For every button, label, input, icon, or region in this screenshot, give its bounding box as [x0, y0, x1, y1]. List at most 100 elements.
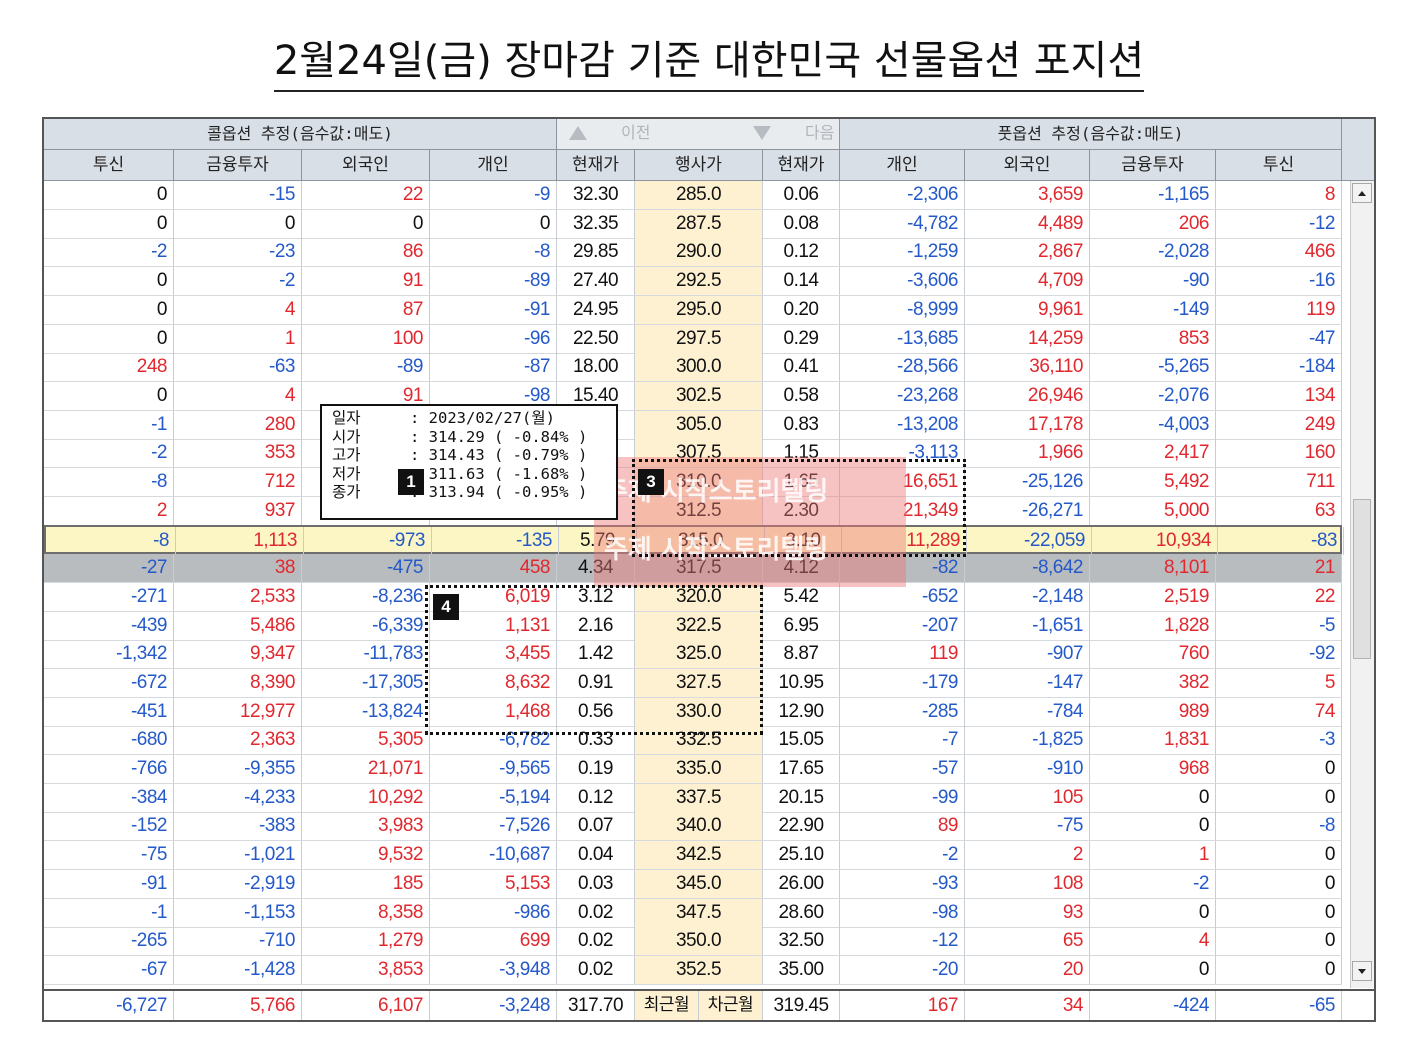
cell-c_fin: 2,533	[174, 582, 302, 611]
header-corner	[1342, 119, 1374, 181]
total-near_label[interactable]: 최근월	[635, 991, 699, 1020]
cell-p_tusin: 21	[1216, 554, 1342, 583]
col-header-call[interactable]: 현재가	[557, 150, 635, 181]
table-row[interactable]: -67 -1,428 3,853 -3,948 0.02 352.5 35.00 -20 20 0…	[44, 955, 1342, 985]
cell-c_fin: -383	[174, 812, 302, 841]
table-row[interactable]: -2 353 307.5 1.15 -3,113 1,966 2,417 160	[44, 439, 1342, 469]
cell-p_for: 9,961	[965, 295, 1090, 324]
cell-call: 18.00	[557, 353, 635, 382]
table-row[interactable]: -91 -2,919 185 5,153 0.03 345.0 26.00 -93 108 -2 0	[44, 869, 1342, 899]
cell-p_fin: 382	[1090, 668, 1216, 697]
table-row[interactable]: -672 8,390 -17,305 8,632 0.91 327.5 10.95 -179-…	[44, 668, 1342, 698]
cell-call: 0.91	[557, 668, 635, 697]
cell-p_fin: 8,101	[1090, 554, 1216, 583]
table-row[interactable]: -2 -23 86 -8 29.85 290.0 0.12 -1,259 2,867 -2,028…	[44, 238, 1342, 268]
table-row[interactable]: 2 937 312.5 2.30 21,349 -26,271 5,000 63	[44, 496, 1342, 526]
table-row[interactable]: -439 5,486 -6,339 1,131 2.16 322.5 6.95 -207 -1,…	[44, 611, 1342, 641]
cell-p_fin: 853	[1090, 324, 1216, 353]
table-row[interactable]: 248 -63 -89 -87 18.00 300.0 0.41 -28,566 36,110-…	[44, 353, 1342, 383]
info-label: 고가	[332, 446, 361, 464]
col-header-c_for[interactable]: 외국인	[302, 150, 430, 181]
cell-c_for: 91	[302, 381, 430, 410]
cell-strike: 347.5	[635, 898, 763, 927]
table-row[interactable]: 0 -2 91 -89 27.40 292.5 0.14 -3,606 4,709 -90 -16	[44, 267, 1342, 297]
table-row[interactable]: -8 1,113 -973 -135 5.79 315.0 3.10 11,289 -22,05…	[44, 525, 1344, 556]
table-row[interactable]: -766 -9,355 21,071 -9,565 0.19 335.0 17.65 -57-…	[44, 755, 1342, 784]
scroll-up-button[interactable]	[1352, 183, 1372, 203]
cell-p_fin: 968	[1090, 755, 1216, 783]
next-button[interactable]: 다음	[753, 119, 834, 147]
cell-c_fin: -4,233	[174, 783, 302, 812]
col-header-c_ind[interactable]: 개인	[430, 150, 557, 181]
cell-p_for: 105	[965, 783, 1090, 812]
cell-p_for: -22,059	[967, 527, 1092, 556]
table-row[interactable]: -75 -1,021 9,532 -10,687 0.04 342.5 25.10 -2 2 1 0	[44, 841, 1342, 871]
table-row[interactable]: 0 4 91 -98 15.40 302.5 0.58 -23,268 26,946 -2,076…	[44, 381, 1342, 411]
total-c_ind: -3,248	[430, 991, 557, 1020]
cell-put: 0.12	[763, 238, 840, 267]
table-row[interactable]: 0 4 87 -91 24.95 295.0 0.20 -8,999 9,961 -149 119	[44, 295, 1342, 325]
cell-put: 0.06	[763, 181, 840, 209]
cell-c_for: 87	[302, 295, 430, 324]
scroll-down-button[interactable]	[1352, 961, 1372, 981]
annotation-box-4	[425, 585, 763, 735]
table-row[interactable]: -1,342 9,347 -11,783 3,455 1.42 325.0 8.87 119-…	[44, 640, 1342, 670]
cell-strike: 297.5	[635, 324, 763, 353]
cell-c_fin: 5,486	[174, 611, 302, 640]
table-row[interactable]: -451 12,977 -13,824 1,468 0.56 330.0 12.90 -285…	[44, 697, 1342, 727]
cell-p_ind: -23,268	[840, 381, 965, 410]
cell-c_for: -8,236	[302, 582, 430, 611]
table-row[interactable]: -271 2,533 -8,236 6,019 3.12 320.0 5.42 -652 -2,…	[44, 582, 1342, 612]
cell-c_ind: -9	[430, 181, 557, 209]
col-header-p_fin[interactable]: 금융투자	[1090, 150, 1216, 181]
info-label: 일자	[332, 409, 361, 427]
cell-p_for: 93	[965, 898, 1090, 927]
totals-row: -6,727 5,766 6,107 -3,248 317.70 최근월 차근월 319.45…	[44, 989, 1374, 1020]
badge-3: 3	[638, 469, 664, 495]
cell-p_ind: -7	[840, 726, 965, 755]
table-row[interactable]: 0 -15 22 -9 32.30 285.0 0.06 -2,306 3,659 -1,165 8	[44, 181, 1342, 210]
cell-call: 22.50	[557, 324, 635, 353]
cell-p_tusin: 711	[1216, 468, 1342, 496]
col-header-p_tusin[interactable]: 투신	[1216, 150, 1342, 181]
cell-c_ind: -96	[430, 324, 557, 353]
table-row[interactable]: -1 -1,153 8,358 -986 0.02 347.5 28.60 -98 93 0 0	[44, 898, 1342, 928]
cell-c_fin: 280	[174, 410, 302, 439]
cell-c_fin: 0	[174, 209, 302, 238]
cell-p_ind: -28,566	[840, 353, 965, 382]
table-row[interactable]: -152 -383 3,983 -7,526 0.07 340.0 22.90 89 -75 0-…	[44, 812, 1342, 842]
col-header-c_fin[interactable]: 금융투자	[174, 150, 302, 181]
cell-c_for: 0	[302, 209, 430, 238]
total-next_label[interactable]: 차근월	[699, 991, 763, 1020]
cell-strike: 287.5	[635, 209, 763, 238]
info-line: 시가: 314.29 ( -0.84% )	[332, 428, 616, 447]
prev-button[interactable]: 이전	[569, 119, 650, 147]
col-header-strike[interactable]: 행사가	[635, 150, 763, 181]
table-row[interactable]: -27 38 -475 458 4.34 317.5 4.12 -82 -8,642 8,101 2…	[44, 554, 1342, 584]
cell-put: 25.10	[763, 841, 840, 870]
cell-p_ind: -99	[840, 783, 965, 812]
cell-c_for: -89	[302, 353, 430, 382]
cell-p_fin: 4	[1090, 927, 1216, 956]
cell-c_tusin: 0	[44, 295, 174, 324]
table-row[interactable]: -680 2,363 5,305 -6,782 0.33 332.5 15.05 -7 -1,8…	[44, 726, 1342, 756]
col-header-put[interactable]: 현재가	[763, 150, 840, 181]
cell-c_ind: 5,153	[430, 869, 557, 898]
col-header-p_ind[interactable]: 개인	[840, 150, 965, 181]
scroll-thumb[interactable]	[1353, 499, 1371, 659]
table-row[interactable]: 0 0 0 0 32.35 287.5 0.08 -4,782 4,489 206 -12	[44, 209, 1342, 239]
table-row[interactable]: -265 -710 1,279 699 0.02 350.0 32.50 -12 65 4 0	[44, 927, 1342, 957]
cell-p_tusin: 8	[1216, 181, 1342, 209]
table-row[interactable]: -1 280 305.0 0.83 -13,208 17,178 -4,003 249	[44, 410, 1342, 440]
cell-c_fin: -23	[174, 238, 302, 267]
col-header-c_tusin[interactable]: 투신	[44, 150, 174, 181]
col-header-p_for[interactable]: 외국인	[965, 150, 1090, 181]
cell-c_ind: 1,131	[430, 611, 557, 640]
cell-c_for: 1,279	[302, 927, 430, 956]
vertical-scrollbar[interactable]	[1350, 181, 1374, 988]
cell-c_ind: -986	[430, 898, 557, 927]
table-row[interactable]: 0 1 100 -96 22.50 297.5 0.29 -13,685 14,259 853 -4…	[44, 324, 1342, 354]
cell-put: 8.87	[763, 640, 840, 669]
table-row[interactable]: -384 -4,233 10,292 -5,194 0.12 337.5 20.15 -99 1…	[44, 783, 1342, 813]
cell-p_for: 20	[965, 955, 1090, 984]
